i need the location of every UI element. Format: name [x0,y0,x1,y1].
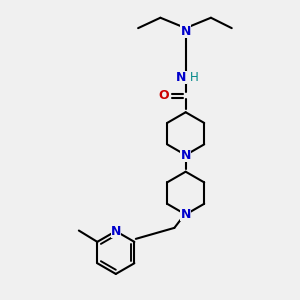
Text: O: O [158,89,169,102]
Text: N: N [181,25,191,38]
Text: N: N [176,71,186,84]
Text: H: H [190,71,198,84]
Text: N: N [111,225,121,238]
Text: N: N [181,148,191,162]
Text: N: N [181,208,191,221]
